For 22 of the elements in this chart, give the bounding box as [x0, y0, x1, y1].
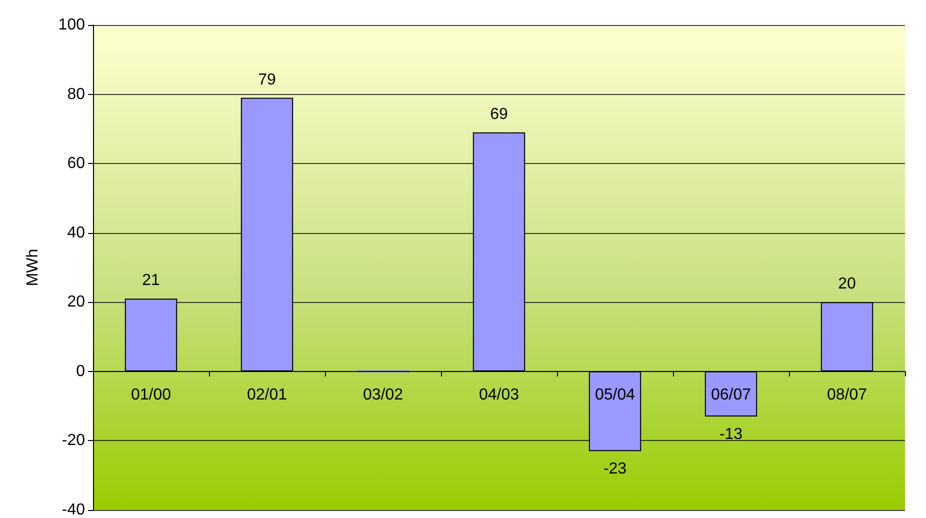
x-tick-label: 06/07	[710, 386, 752, 404]
data-label: 20	[838, 276, 856, 293]
y-tick-label: -20	[62, 432, 86, 450]
data-label: -13	[719, 426, 743, 443]
data-label: 21	[142, 272, 160, 290]
y-tick-label: 80	[67, 86, 86, 103]
y-tick-label: 20	[67, 294, 86, 311]
x-tick-label: 04/03	[478, 386, 520, 404]
x-tick-label: 01/00	[130, 386, 172, 404]
x-tick-label: 03/02	[362, 386, 404, 404]
y-tick-label: 0	[76, 362, 86, 380]
x-tick-label: 05/04	[594, 386, 636, 404]
data-label: -23	[603, 460, 627, 478]
y-tick-label: 40	[67, 224, 86, 242]
data-label: 79	[258, 71, 276, 88]
data-label: 69	[490, 106, 508, 123]
x-tick-label: 02/01	[246, 386, 288, 404]
x-tick-label: 08/07	[826, 386, 868, 404]
y-tick-label: 60	[67, 155, 86, 172]
y-tick-label: -40	[62, 502, 86, 518]
y-axis-title: MWh	[24, 248, 42, 286]
y-tick-label: 100	[58, 16, 86, 34]
